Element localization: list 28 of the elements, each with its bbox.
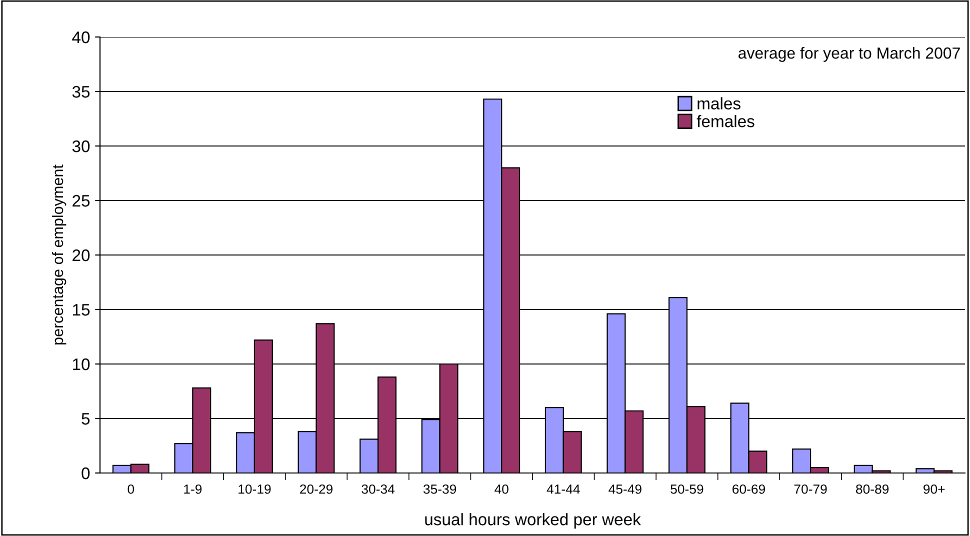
x-tick-label: 20-29 bbox=[300, 484, 332, 494]
x-tick-label: 70-79 bbox=[794, 484, 827, 494]
y-tick-label: 30 bbox=[72, 140, 90, 152]
annotation: average for year to March 2007 bbox=[738, 46, 960, 62]
x-tick-label: 1-9 bbox=[184, 484, 202, 494]
x-tick-label: 50-59 bbox=[670, 484, 704, 494]
y-tick-label: 40 bbox=[72, 31, 90, 44]
x-tick-label: 35-39 bbox=[423, 484, 456, 494]
y-axis-title: percentage of employment bbox=[52, 164, 66, 344]
legend-label: males bbox=[698, 97, 740, 110]
x-tick-label: 41-44 bbox=[546, 484, 580, 494]
x-tick-label: 90+ bbox=[924, 484, 945, 494]
x-tick-label: 45-49 bbox=[608, 484, 642, 494]
y-tick-label: 15 bbox=[73, 304, 90, 316]
y-tick-label: 0 bbox=[82, 467, 90, 480]
x-tick-label: 0 bbox=[128, 484, 134, 494]
y-tick-label: 25 bbox=[72, 194, 90, 207]
x-tick-label: 10-19 bbox=[238, 484, 271, 494]
legend-label: females bbox=[696, 115, 754, 128]
y-tick-label: 5 bbox=[82, 413, 90, 425]
y-tick-label: 35 bbox=[72, 86, 90, 98]
y-tick-label: 10 bbox=[73, 358, 90, 370]
x-tick-label: 80-89 bbox=[856, 484, 889, 494]
x-axis-title: usual hours worked per week bbox=[425, 513, 641, 529]
x-tick-label: 60-69 bbox=[732, 484, 765, 494]
y-tick-label: 20 bbox=[72, 249, 90, 262]
x-tick-label: 40 bbox=[494, 484, 508, 494]
x-tick-label: 30-34 bbox=[362, 484, 395, 494]
